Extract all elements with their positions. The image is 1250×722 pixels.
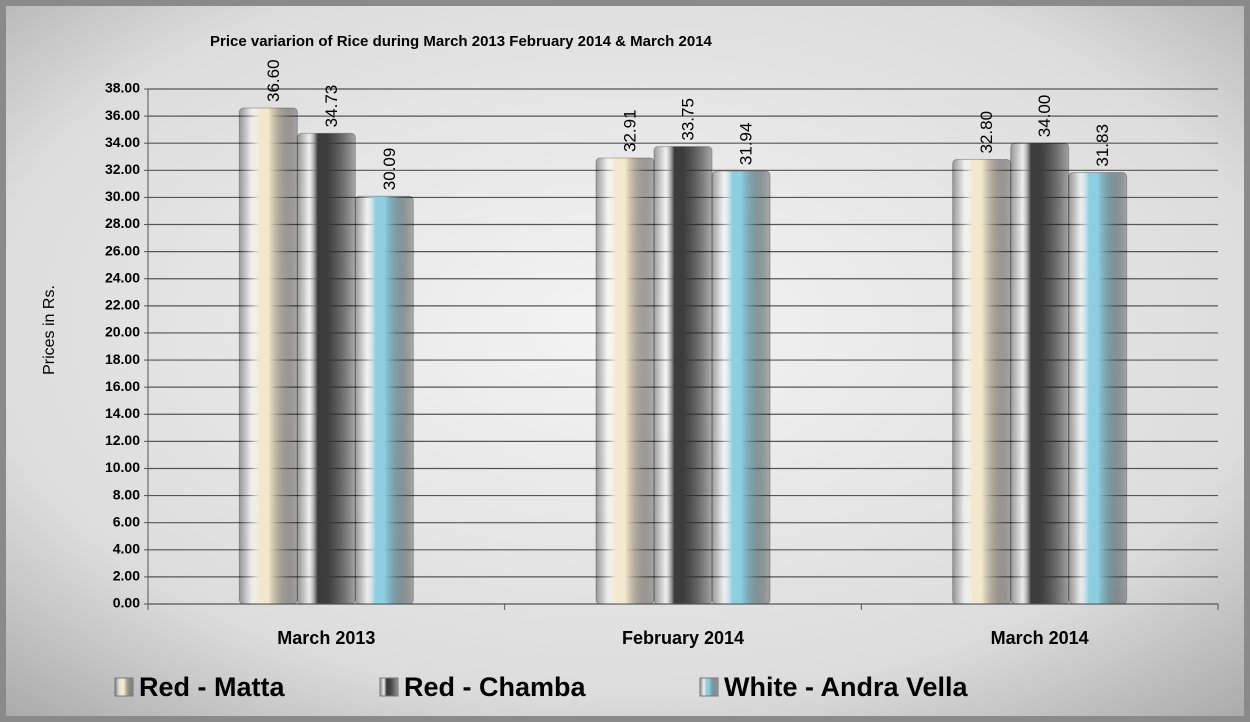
y-tick-label: 38.00 xyxy=(105,80,140,96)
y-tick-label: 6.00 xyxy=(113,513,140,529)
y-tick-label: 14.00 xyxy=(105,405,140,421)
data-label: 33.75 xyxy=(678,98,697,141)
data-label: 36.60 xyxy=(264,59,283,102)
y-tick-label: 0.00 xyxy=(113,595,140,611)
data-label: 31.83 xyxy=(1093,124,1112,167)
bar xyxy=(1010,142,1070,605)
data-label: 32.91 xyxy=(620,109,639,152)
y-tick-label: 16.00 xyxy=(105,378,140,394)
x-tick-label: February 2014 xyxy=(622,628,744,648)
bar xyxy=(653,146,713,605)
data-label: 34.00 xyxy=(1035,95,1054,138)
y-tick-label: 12.00 xyxy=(105,432,140,448)
y-tick-label: 10.00 xyxy=(105,459,140,475)
y-tick-label: 36.00 xyxy=(105,107,140,123)
bar xyxy=(952,158,1012,605)
data-label: 34.73 xyxy=(322,85,341,128)
legend-swatch xyxy=(699,677,719,697)
y-tick-label: 28.00 xyxy=(105,215,140,231)
y-tick-label: 2.00 xyxy=(113,568,140,584)
legend-label: Red - Matta xyxy=(139,672,285,702)
y-tick-label: 22.00 xyxy=(105,297,140,313)
data-label: 30.09 xyxy=(380,148,399,191)
y-axis-label: Prices in Rs. xyxy=(41,285,58,375)
y-tick-label: 34.00 xyxy=(105,134,140,150)
data-label: 32.80 xyxy=(977,111,996,154)
bar xyxy=(354,195,414,605)
y-tick-label: 26.00 xyxy=(105,242,140,258)
bar xyxy=(296,132,356,605)
y-tick-label: 20.00 xyxy=(105,324,140,340)
bar xyxy=(238,107,298,605)
y-tick-label: 4.00 xyxy=(113,540,140,556)
y-tick-label: 8.00 xyxy=(113,486,140,502)
x-tick-label: March 2014 xyxy=(991,628,1089,648)
bar xyxy=(595,157,655,605)
y-tick-label: 18.00 xyxy=(105,351,140,367)
chart-title: Price variarion of Rice during March 201… xyxy=(210,33,713,50)
x-tick-label: March 2013 xyxy=(277,628,375,648)
legend-swatch xyxy=(379,677,399,697)
bar xyxy=(711,170,771,605)
legend-label: White - Andra Vella xyxy=(724,672,969,702)
y-tick-label: 30.00 xyxy=(105,188,140,204)
y-tick-label: 24.00 xyxy=(105,269,140,285)
data-label: 31.94 xyxy=(736,123,755,166)
legend-label: Red - Chamba xyxy=(404,672,587,702)
y-tick-label: 32.00 xyxy=(105,161,140,177)
bar xyxy=(1068,172,1128,605)
legend-swatch xyxy=(114,677,134,697)
